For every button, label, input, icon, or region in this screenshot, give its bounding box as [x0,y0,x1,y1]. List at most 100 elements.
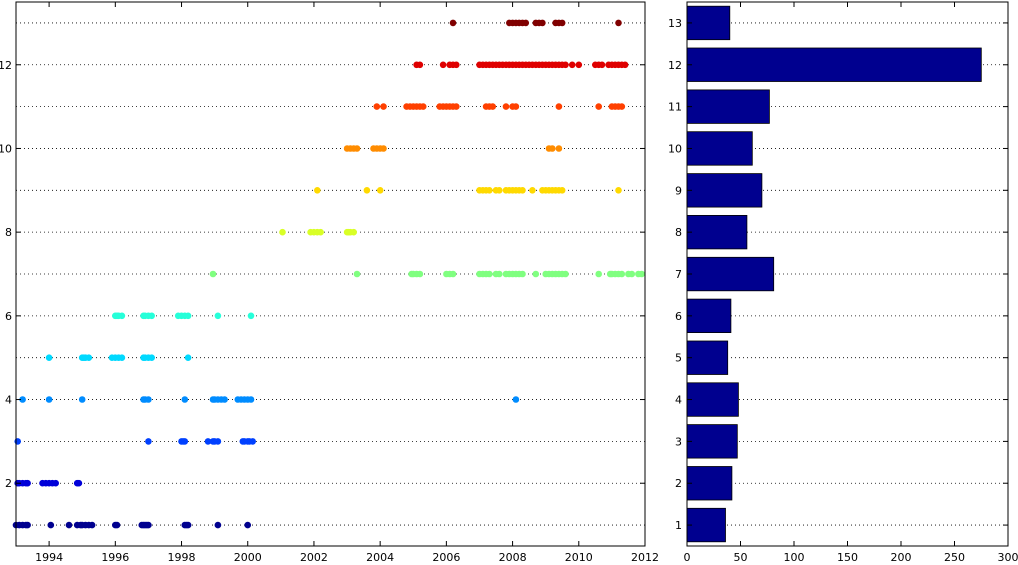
y-tick-label: 12 [668,59,682,72]
x-tick-label: 2004 [366,551,394,564]
scatter-point [376,187,384,194]
scatter-point [85,354,93,362]
scatter-point [618,103,626,110]
scatter-point [118,354,126,362]
scatter-point [453,103,460,110]
bar [686,507,726,543]
scatter-point [118,312,126,320]
scatter-point [24,479,31,487]
scatter-point [558,187,566,194]
x-tick-label: 2002 [300,551,328,564]
scatter-point [181,438,189,445]
scatter-point [615,19,622,27]
y-tick-label: 1 [675,519,682,532]
scatter-point [496,270,503,278]
scatter-point [148,312,155,320]
scatter-point [555,145,563,152]
x-tick-label: 1994 [35,551,63,564]
x-tick-label: 2006 [432,551,460,564]
y-tick-label: 6 [5,310,12,323]
y-tick-label: 6 [675,310,682,323]
x-tick-label: 150 [837,551,858,564]
scatter-point [486,270,493,278]
scatter-point [145,438,152,445]
x-tick-label: 1998 [168,551,196,564]
scatter-point [558,19,566,27]
scatter-point [24,521,31,529]
scatter-y-ticks: 2 4 6 8 10 12 [0,59,645,490]
bar-x-ticks: 0 50 100 150 200 250 300 [684,2,1018,564]
scatter-point [148,354,155,362]
scatter-point [184,354,192,362]
scatter-point [555,103,563,110]
scatter-point [45,354,53,362]
y-tick-label: 2 [675,477,682,490]
bar [686,173,763,208]
y-tick-label: 13 [668,17,682,30]
scatter-point [416,61,424,69]
scatter-point [568,61,576,69]
bar [686,89,770,124]
scatter-point [75,479,83,487]
bar [686,256,775,292]
x-tick-label: 2000 [234,551,262,564]
scatter-point [419,103,427,110]
scatter-point [539,19,546,27]
bar [686,5,731,41]
y-tick-label: 4 [5,394,12,407]
scatter-point [45,396,53,403]
x-tick-label: 300 [998,551,1018,564]
scatter-point [14,438,21,445]
y-tick-label: 4 [675,394,682,407]
bar [686,214,748,250]
scatter-point [529,187,536,194]
scatter-point [214,312,222,320]
scatter-point [65,521,73,529]
scatter-point [52,479,59,487]
x-tick-label: 2012 [631,551,659,564]
scatter-axes-frame [15,1,646,547]
scatter-point [314,187,321,194]
scatter-point [317,228,324,236]
y-tick-label: 10 [0,142,12,155]
scatter-point [562,61,569,69]
x-tick-label: 2010 [565,551,593,564]
y-tick-label: 8 [675,226,682,239]
bar [686,466,733,501]
scatter-point [628,270,636,278]
y-tick-label: 12 [0,59,12,72]
bar [686,298,732,334]
scatter-point [416,270,424,278]
scatter-point [621,61,629,69]
bar-bars [686,5,982,543]
y-tick-label: 7 [675,268,682,281]
scatter-point [47,521,55,529]
scatter-point [214,438,222,445]
y-tick-label: 11 [668,101,682,114]
scatter-point [575,61,583,69]
scatter-point [221,396,228,403]
y-tick-label: 9 [675,184,682,197]
scatter-point [181,396,189,403]
scatter-point [350,228,358,236]
scatter-point [353,270,361,278]
scatter-point [562,270,569,278]
scatter-point [244,521,251,529]
x-tick-label: 2008 [499,551,527,564]
bar [686,131,753,166]
scatter-point [363,187,371,194]
scatter-point [247,396,255,403]
scatter-point [209,270,217,278]
bar [686,47,982,82]
x-tick-label: 0 [684,551,691,564]
scatter-point [519,187,526,194]
scatter-point [512,396,520,403]
y-tick-label: 2 [5,477,12,490]
scatter-point [78,396,86,403]
scatter-point [595,103,602,110]
scatter-point [353,145,361,152]
bar [686,340,729,375]
